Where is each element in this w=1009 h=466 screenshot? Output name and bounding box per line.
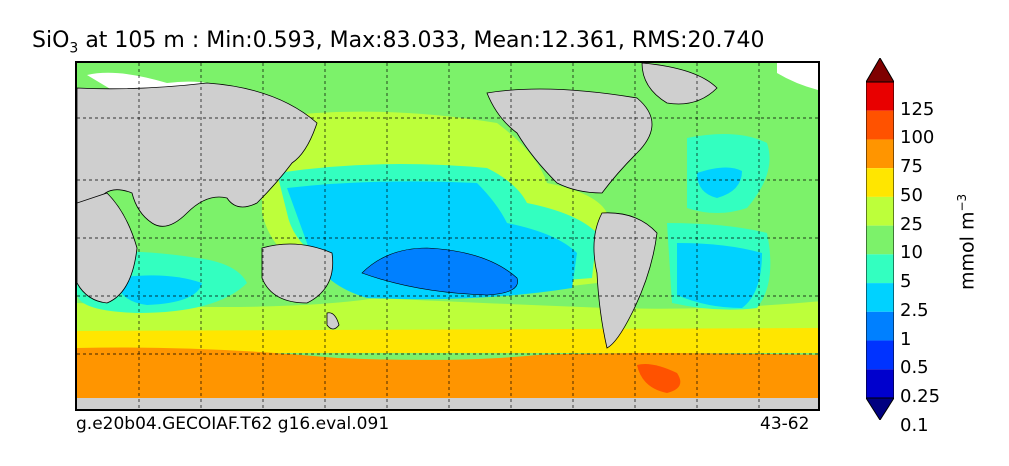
run-id: g.e20b04.GECOIAF.T62 g16.eval.091 [76,414,390,434]
map-title: SiO3 at 105 m : Min:0.593, Max:83.033, M… [32,28,765,57]
greenland [641,63,718,105]
colorbar [866,58,894,420]
colorbar-swatch [866,283,894,312]
colorbar-swatch [866,225,894,255]
southern-band-50 [77,347,818,409]
colorbar-tick-label: 0.5 [900,357,929,379]
ocean-map [75,61,820,411]
colorbar-tick-label: 2.5 [900,299,929,321]
new-zealand [326,312,340,330]
colorbar-swatch [866,168,894,197]
colorbar-swatch [866,340,894,370]
colorbar-unit: mmol m−3 [955,193,979,290]
map-canvas [77,63,818,409]
north-america [486,88,653,194]
colorbar-tick-label: 5 [900,271,912,293]
pacific-band-0_5 [361,247,518,296]
southern-patch-75 [637,364,681,393]
colorbar-tick-label: 50 [900,184,923,206]
colorbar-swatch [866,196,894,226]
colorbar-max-arrow [866,58,894,83]
atlantic-south-1 [677,243,762,308]
colorbar-tick-label: 10 [900,242,923,264]
colorbar-tick-label: 0.25 [900,386,941,407]
depth-range: 43-62 [760,414,810,434]
colorbar-min-arrow [866,397,894,420]
colorbar-swatch [866,369,894,398]
colorbar-tick-label: 25 [900,213,923,235]
australia [261,243,334,304]
colorbar-tick-label: 125 [900,98,935,120]
colorbar-tick-label: 75 [900,156,923,178]
colorbar-swatch [866,311,894,341]
atlantic-north-1 [697,167,742,198]
colorbar-tick-label: 0.1 [900,414,929,436]
gridlines [77,63,818,409]
band-10-south [77,298,818,331]
indian-band-1 [117,275,202,305]
colorbar-swatch [866,82,894,111]
colorbar-tick-label: 1 [900,328,912,350]
colorbar-swatch [866,139,894,169]
antarctica [77,398,818,409]
greenland-missing [777,63,818,90]
south-america [593,212,658,349]
colorbar-swatch [866,254,894,284]
colorbar-tick-label: 100 [900,127,935,149]
colorbar-swatch [866,110,894,140]
africa [77,192,138,304]
